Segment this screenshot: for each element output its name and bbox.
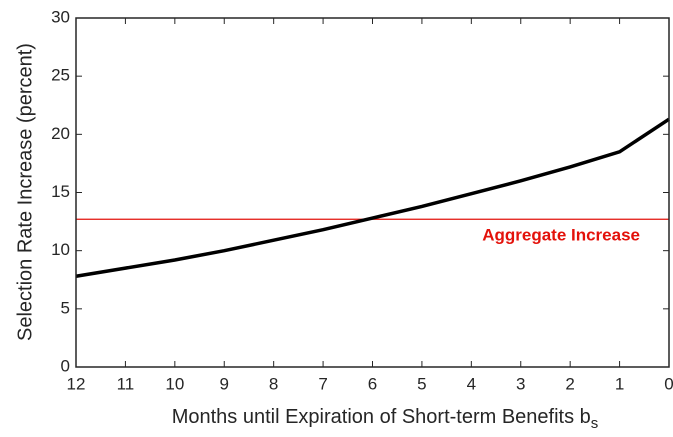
axes-box	[75, 17, 670, 368]
x-tick-label: 4	[467, 374, 476, 393]
x-tick-label: 3	[516, 374, 525, 393]
x-tick-label: 11	[117, 374, 135, 393]
x-tick-label: 1	[615, 374, 624, 393]
y-tick-label: 15	[51, 182, 70, 201]
x-tick-label: 7	[318, 374, 327, 393]
y-tick-label: 10	[51, 240, 70, 259]
y-tick-label: 20	[51, 124, 70, 143]
x-tick-label: 9	[220, 374, 229, 393]
x-tick-label: 5	[417, 374, 426, 393]
x-axis-label-subscript: s	[591, 415, 599, 432]
reference-label: Aggregate Increase	[482, 225, 640, 244]
x-axis-label-main: Months until Expiration of Short-term Be…	[172, 406, 591, 428]
x-tick-label: 6	[368, 374, 377, 393]
x-tick-label: 0	[664, 374, 673, 393]
y-tick-label: 30	[51, 7, 70, 26]
x-tick-label: 2	[565, 374, 574, 393]
x-tick-label: 12	[67, 374, 86, 393]
y-tick-label: 5	[61, 298, 70, 317]
x-axis-label: Months until Expiration of Short-term Be…	[172, 406, 599, 432]
y-tick-label: 0	[61, 356, 70, 375]
y-axis-label: Selection Rate Increase (percent)	[14, 43, 36, 341]
x-tick-label: 10	[165, 374, 184, 393]
data-line	[75, 117, 670, 278]
x-tick-label: 8	[269, 374, 278, 393]
y-tick-label: 25	[51, 66, 70, 85]
